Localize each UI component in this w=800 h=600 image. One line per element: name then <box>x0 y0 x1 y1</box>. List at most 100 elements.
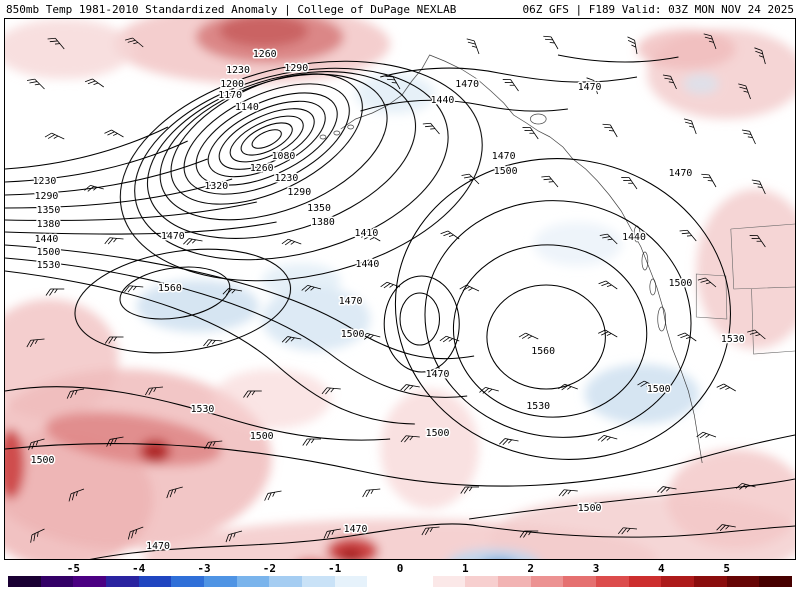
contour-label: 1290 <box>287 187 311 198</box>
contour-label: 1470 <box>339 296 363 307</box>
contour-label: 1230 <box>275 173 299 184</box>
wind-barb <box>380 281 401 289</box>
wind-barb <box>502 79 519 92</box>
anomaly-colorbar <box>8 576 793 587</box>
wind-barb <box>26 338 45 348</box>
wind-barb <box>558 489 578 497</box>
wind-barb <box>84 184 104 192</box>
contour-label: 1290 <box>35 191 59 202</box>
contour-label: 1560 <box>531 346 555 357</box>
contour-label: 1500 <box>341 329 365 340</box>
wind-barb <box>45 288 65 296</box>
contour-label: 1500 <box>494 166 518 177</box>
wind-barb <box>617 527 638 535</box>
contour-label: 1260 <box>253 49 277 60</box>
wind-barb <box>677 332 697 342</box>
header-bar: 850mb Temp 1981-2010 Standardized Anomal… <box>0 0 800 18</box>
wind-barb <box>385 75 401 90</box>
wind-barb <box>460 486 479 494</box>
contour-label: 1470 <box>146 541 170 552</box>
wind-barb <box>738 83 751 100</box>
contour-label: 1140 <box>235 102 259 113</box>
wind-barb <box>222 288 243 296</box>
wind-barb <box>637 380 657 388</box>
anomaly-shading-layer <box>5 19 795 559</box>
wind-barb <box>751 179 766 195</box>
colorbar-tick-label: 0 <box>396 562 404 575</box>
contour-label: 1350 <box>307 203 331 214</box>
wind-barb <box>749 235 766 248</box>
contour-label: 1440 <box>622 232 646 243</box>
colorbar-cell <box>498 576 531 587</box>
contour-label: 1500 <box>37 247 61 258</box>
map-frame: 1260 1230 1200 1170 1140 1290 1440 1470 1470 1080… <box>4 18 796 560</box>
wind-barb <box>696 431 717 439</box>
contour-label: 1560 <box>158 283 182 294</box>
colorbar-cell <box>759 576 793 587</box>
wind-barb <box>621 177 638 190</box>
model-run-info: 06Z GFS | F189 Valid: 03Z MON NOV 24 202… <box>522 3 794 16</box>
wind-barb <box>106 436 124 447</box>
wind-barb <box>225 530 243 543</box>
colorbar-tick-label: -1 <box>328 562 342 575</box>
colorbar-cell <box>694 576 727 587</box>
colorbar-tick-label: -5 <box>66 562 80 575</box>
contour-label: 1410 <box>355 228 379 239</box>
wind-barb <box>598 329 618 338</box>
wind-barb <box>439 335 460 343</box>
colorbar-cell <box>400 576 433 587</box>
contour-label: 1440 <box>431 95 455 106</box>
contour-label: 1530 <box>37 260 61 271</box>
wind-barb <box>127 526 144 540</box>
coastline-layer <box>319 54 795 464</box>
wind-barb <box>522 127 539 140</box>
colorbar-cell <box>269 576 303 587</box>
wind-barb <box>741 129 756 145</box>
wind-barb <box>68 488 85 502</box>
wind-barb <box>264 490 282 501</box>
colorbar-tick-label: -3 <box>197 562 211 575</box>
colorbar-cell <box>661 576 695 587</box>
contour-label: 1500 <box>578 503 602 514</box>
contour-label: 1530 <box>721 334 745 345</box>
wind-barb <box>321 387 341 395</box>
wind-barb <box>124 285 144 293</box>
contour-label: 1530 <box>191 404 215 415</box>
colorbar-cell <box>465 576 499 587</box>
wind-barb <box>479 386 499 394</box>
wind-barb <box>586 77 598 95</box>
wind-barb <box>204 440 223 450</box>
contour-label: 1440 <box>35 234 59 245</box>
contour-label: 1440 <box>356 259 380 270</box>
colorbar-tick-label: 1 <box>462 562 469 575</box>
wind-barb <box>400 384 420 392</box>
wind-barb <box>716 524 736 532</box>
wind-barb <box>243 390 262 398</box>
wind-barb <box>104 336 124 344</box>
wind-barb <box>281 238 302 246</box>
wind-barb <box>662 74 677 90</box>
contour-label: 1230 <box>33 176 57 187</box>
wind-barb <box>323 528 341 539</box>
colorbar-cell <box>334 576 368 587</box>
wind-barb <box>104 237 124 245</box>
contour-label: 1080 <box>272 151 296 162</box>
wind-barb <box>104 129 124 138</box>
colorbar-tick-label: 5 <box>723 562 730 575</box>
wind-barb <box>558 383 578 391</box>
wind-barb <box>421 526 440 536</box>
wind-barb <box>466 38 480 55</box>
colorbar-cell <box>628 576 662 587</box>
wind-barb <box>361 233 381 242</box>
wind-barb <box>28 438 45 451</box>
wind-barb <box>597 434 618 442</box>
wind-barb <box>362 488 381 498</box>
colorbar-tick-labels: -5 -4 -3 -2 -1 0 1 2 3 4 5 <box>8 562 792 575</box>
wind-barb <box>598 280 618 290</box>
colorbar-cell <box>40 576 74 587</box>
wind-barb <box>716 383 736 392</box>
wind-barb <box>302 438 321 446</box>
wind-barb <box>440 230 460 240</box>
colorbar-cell <box>302 576 335 587</box>
contour-label: 1290 <box>284 63 308 74</box>
